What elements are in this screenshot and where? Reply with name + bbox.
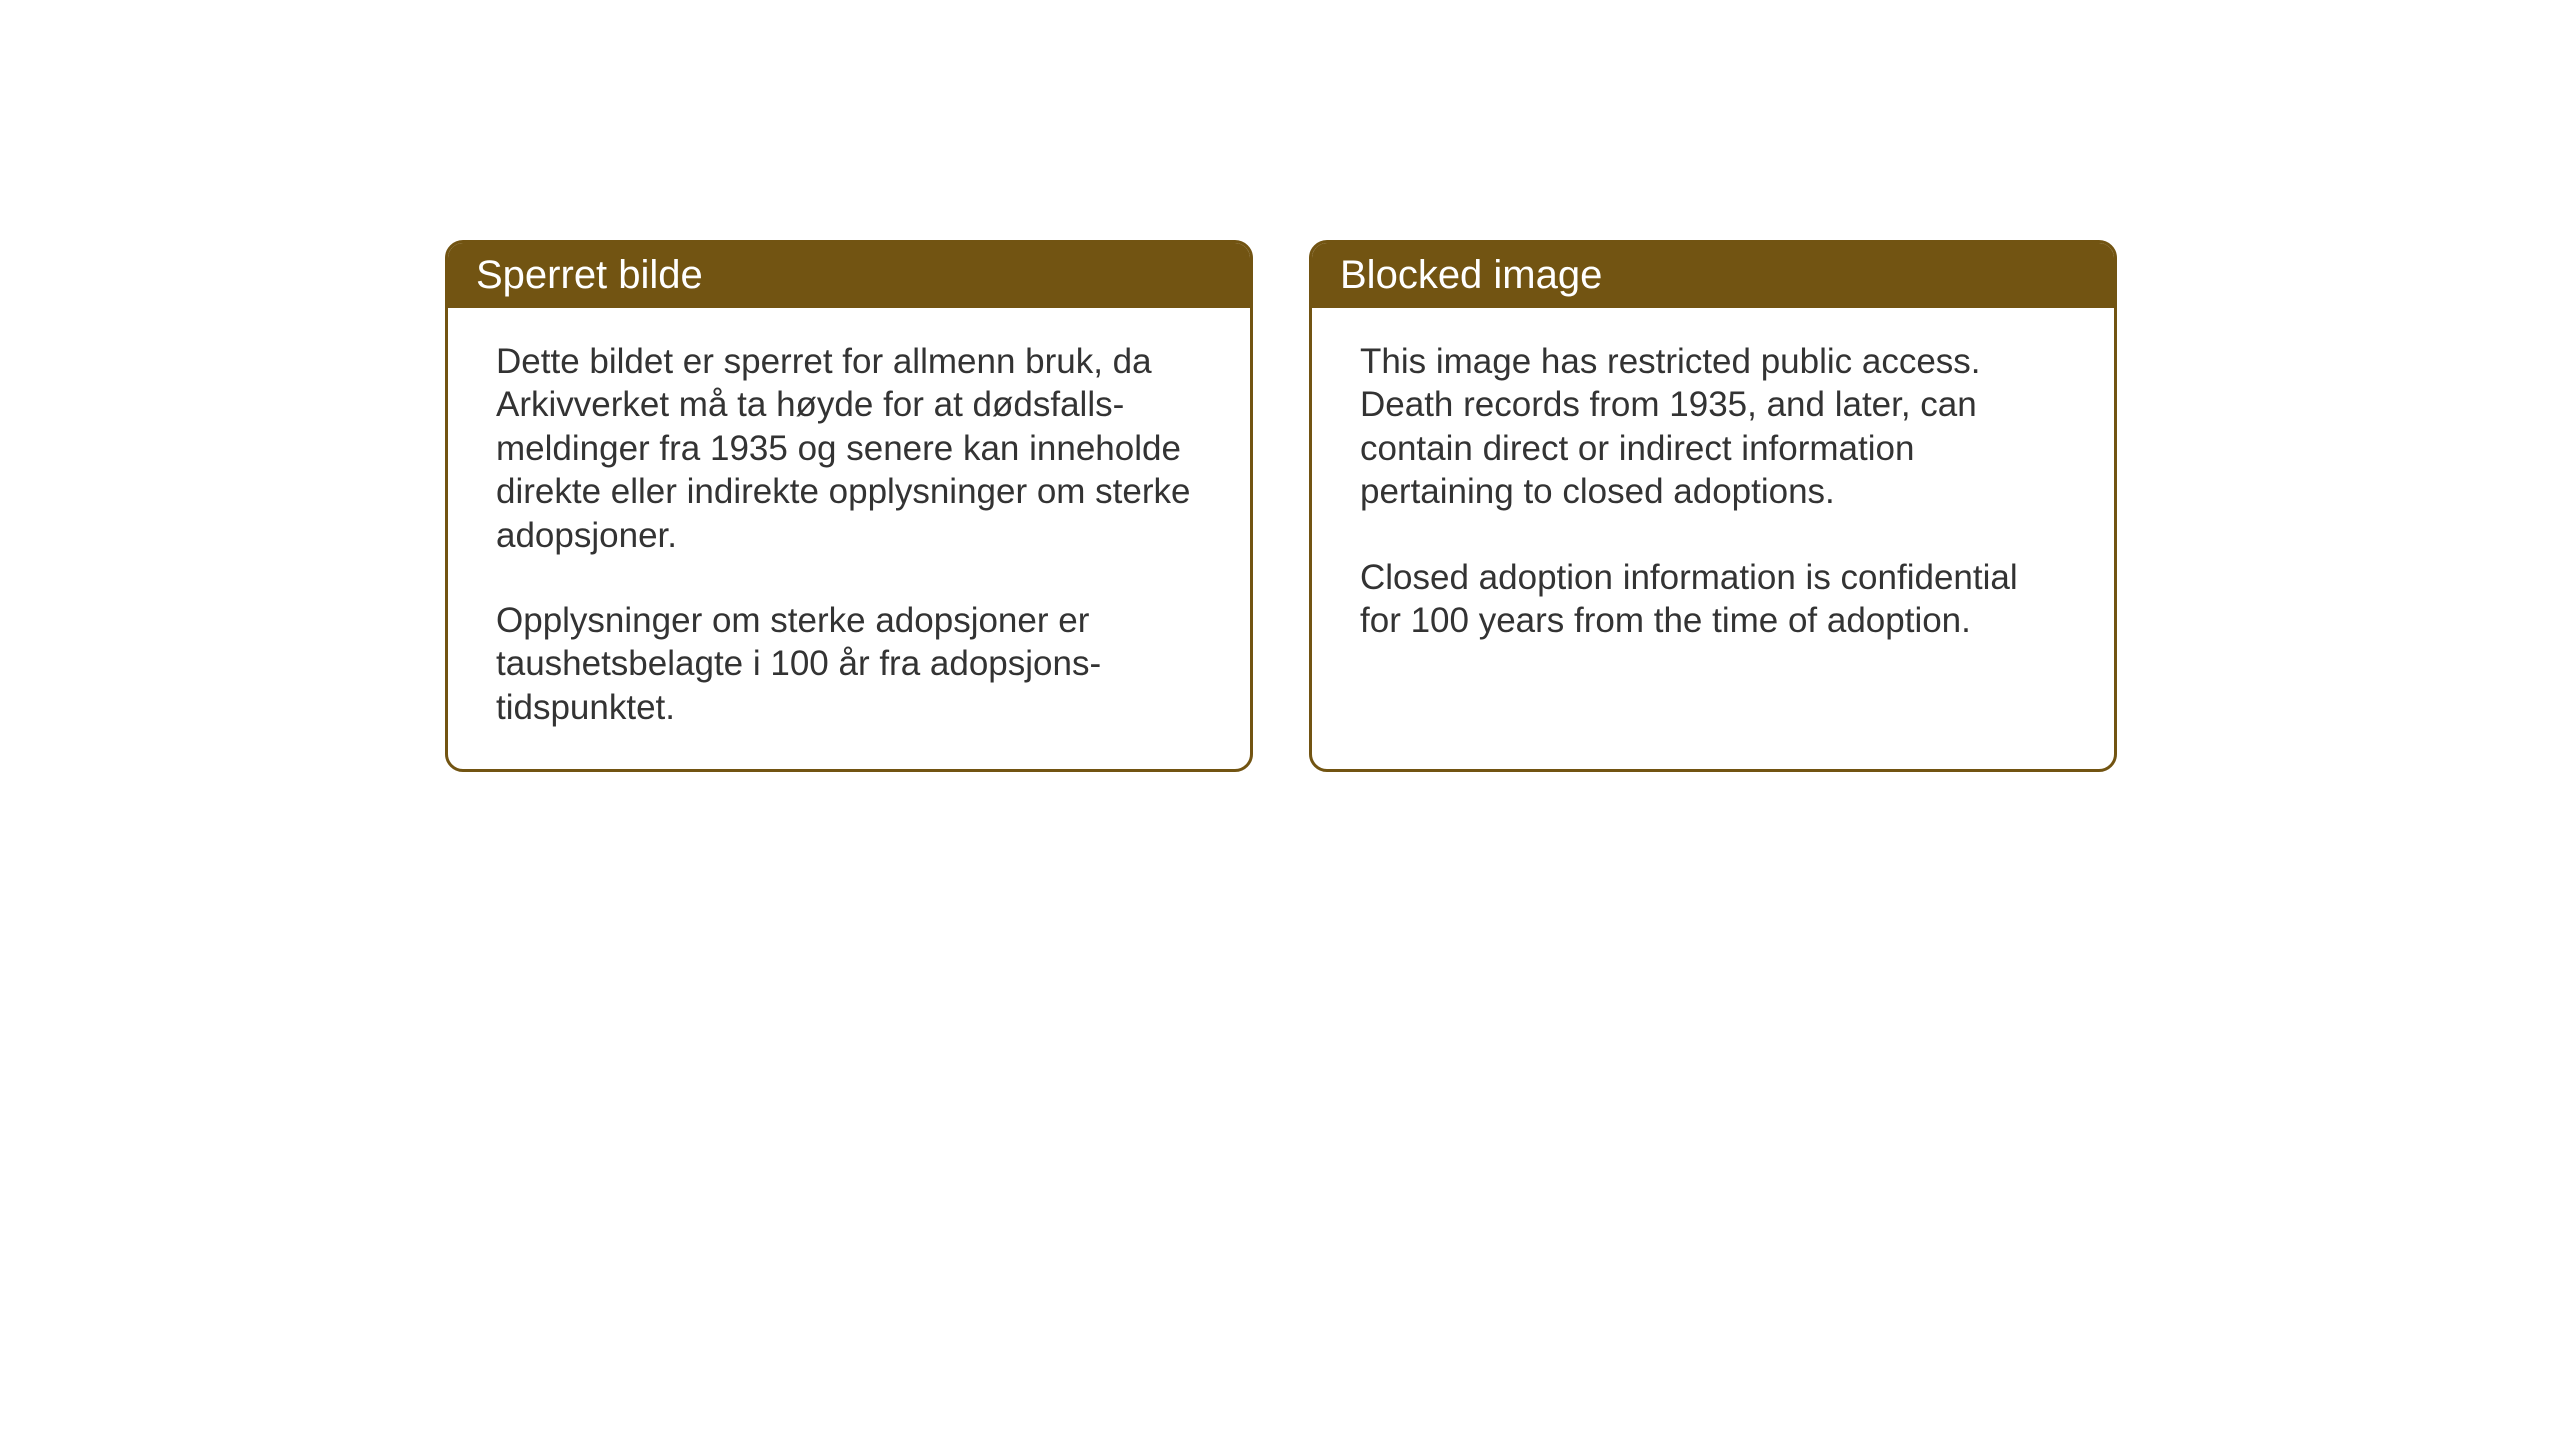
card-paragraph-2-english: Closed adoption information is confident… [1360, 556, 2066, 643]
card-paragraph-2-norwegian: Opplysninger om sterke adopsjoner er tau… [496, 599, 1202, 729]
card-body-norwegian: Dette bildet er sperret for allmenn bruk… [448, 308, 1250, 769]
card-title-english: Blocked image [1340, 253, 1602, 297]
card-title-norwegian: Sperret bilde [476, 253, 703, 297]
notice-cards-container: Sperret bilde Dette bildet er sperret fo… [445, 240, 2117, 772]
card-body-english: This image has restricted public access.… [1312, 308, 2114, 682]
notice-card-english: Blocked image This image has restricted … [1309, 240, 2117, 772]
card-paragraph-1-norwegian: Dette bildet er sperret for allmenn bruk… [496, 340, 1202, 557]
notice-card-norwegian: Sperret bilde Dette bildet er sperret fo… [445, 240, 1253, 772]
card-paragraph-1-english: This image has restricted public access.… [1360, 340, 2066, 514]
card-header-norwegian: Sperret bilde [448, 243, 1250, 308]
card-header-english: Blocked image [1312, 243, 2114, 308]
